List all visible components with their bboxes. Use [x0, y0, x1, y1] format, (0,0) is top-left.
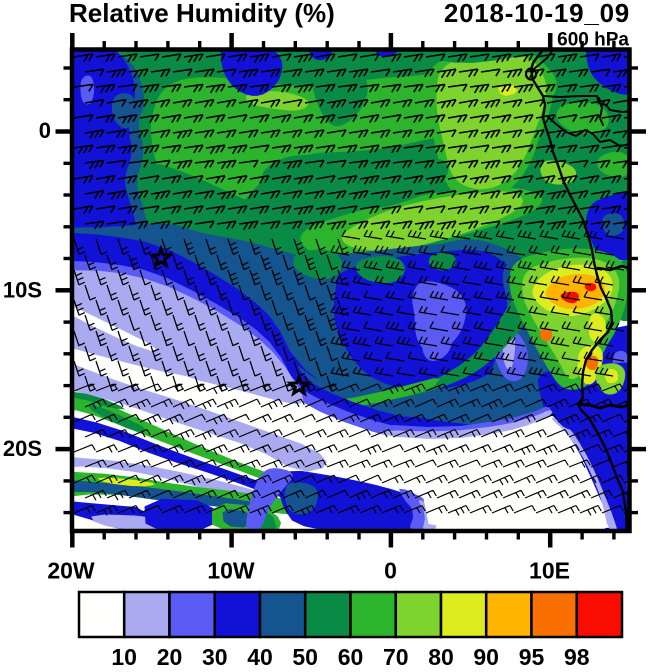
svg-text:60: 60 [338, 644, 364, 667]
svg-text:600 hPa: 600 hPa [557, 30, 629, 51]
svg-text:2018-10-19_09: 2018-10-19_09 [444, 0, 630, 28]
svg-text:10: 10 [111, 644, 137, 667]
svg-text:20: 20 [157, 644, 183, 667]
svg-text:98: 98 [564, 644, 590, 667]
svg-text:50: 50 [292, 644, 318, 667]
svg-text:10E: 10E [529, 558, 570, 584]
svg-text:90: 90 [473, 644, 499, 667]
svg-text:0: 0 [384, 558, 397, 584]
svg-text:10S: 10S [3, 278, 42, 303]
svg-text:80: 80 [428, 644, 454, 667]
svg-text:95: 95 [519, 644, 545, 667]
svg-text:Relative Humidity (%): Relative Humidity (%) [69, 0, 335, 28]
svg-text:20W: 20W [47, 558, 95, 584]
svg-text:70: 70 [383, 644, 409, 667]
svg-text:10W: 10W [207, 558, 255, 584]
svg-text:40: 40 [247, 644, 273, 667]
svg-text:30: 30 [202, 644, 228, 667]
svg-text:20S: 20S [3, 436, 42, 461]
svg-text:0: 0 [39, 118, 51, 143]
